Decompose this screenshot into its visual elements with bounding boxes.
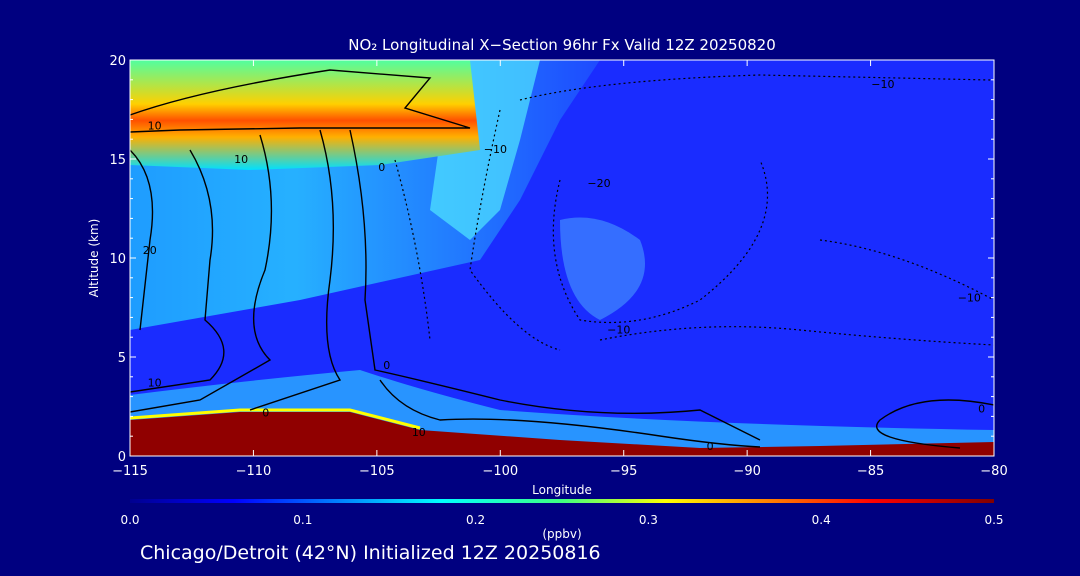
contour-lines [130,69,994,449]
x-tick-label: −85 [857,464,884,479]
field-strat-layer [130,60,480,170]
x-tick-label: −115 [112,464,148,479]
y-axis-label: Altitude (km) [87,219,101,298]
field-surface-edge [130,408,421,430]
colorbar-tick-label: 0.2 [466,513,485,527]
field-blob [560,217,645,320]
negative-contours [394,74,994,351]
x-axis: −115 −110 −105 −100 −95 −90 −85 −80 [112,60,1008,479]
colorbar-label: (ppbv) [542,527,581,541]
contour-line [130,149,225,393]
colorbar-tick-label: 0.1 [293,513,312,527]
contour-line [876,399,994,449]
x-tick-label: −110 [236,464,272,479]
y-tick-label: 10 [109,252,126,267]
y-tick-label: 0 [118,450,126,465]
contour-label: −10 [871,78,894,91]
contour-line [130,134,273,413]
x-tick-label: −95 [610,464,637,479]
contour-labels: 10 10 20 10 0 0 0 −10 −10 −20 −10 −10 0 0 10 [143,78,985,453]
contour-label: 0 [383,359,390,372]
contour-line [819,239,994,301]
contour-label: −10 [484,143,507,156]
y-tick-label: 5 [118,351,126,366]
colorbar-tick-label: 0.4 [812,513,831,527]
footer-caption: Chicago/Detroit (42°N) Initialized 12Z 2… [140,542,601,564]
contour-label: 0 [978,402,985,415]
contour-label: −10 [607,323,630,336]
x-tick-label: −105 [359,464,395,479]
contour-line [599,326,994,346]
contour-label: −10 [958,292,981,305]
contour-label: 10 [148,119,162,132]
chart-title: NO₂ Longitudinal X−Section 96hr Fx Valid… [348,36,776,54]
x-axis-label: Longitude [532,483,592,497]
field-surface [130,412,994,456]
x-tick-label: −80 [980,464,1007,479]
contour-label: 10 [412,426,426,439]
y-axis: 0 5 10 15 20 [109,54,994,465]
contour-line [552,159,768,324]
concentration-field [130,60,994,456]
colorbar [130,499,994,503]
colorbar-tick-label: 0.3 [639,513,658,527]
contour-line [349,129,761,441]
contour-line [130,149,154,331]
contour-line [469,109,561,351]
y-tick-label: 15 [109,153,126,168]
contour-label: 20 [143,244,157,257]
colorbar-tick-label: 0.0 [120,513,139,527]
contour-line [249,129,342,411]
contour-label: 0 [378,161,385,174]
contour-line [394,159,431,341]
contour-line [379,379,761,448]
colorbar-ticks: 0.0 0.1 0.2 0.3 0.4 0.5 [120,513,1003,527]
contour-line [130,69,471,133]
x-tick-label: −90 [733,464,760,479]
x-tick-label: −100 [482,464,518,479]
contour-label: 0 [262,406,269,419]
contour-label: 0 [707,440,714,453]
contour-label: 10 [234,153,248,166]
contour-label: 10 [148,377,162,390]
colorbar-tick-label: 0.5 [984,513,1003,527]
contour-label: −20 [587,177,610,190]
y-tick-label: 20 [109,54,126,69]
